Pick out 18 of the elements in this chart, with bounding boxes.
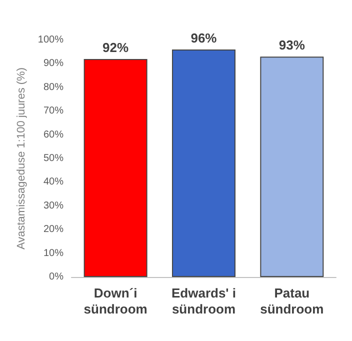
y-tick-label: 10% (43, 248, 64, 259)
y-axis-title: Avastamissageduse 1:100 juures (%) (16, 67, 28, 250)
y-tick-label: 0% (49, 272, 64, 282)
y-tick-label: 90% (43, 58, 64, 70)
x-tick-label: Edwards' i sündroom (171, 286, 236, 316)
y-tick-label: 50% (43, 153, 64, 164)
x-tick-label: Down´i sündroom (84, 286, 148, 316)
y-tick-label: 40% (43, 176, 64, 188)
y-tick-label: 70% (43, 106, 64, 117)
data-label: 96% (190, 30, 218, 46)
y-tick-label: 100% (38, 34, 64, 46)
data-label: 92% (102, 40, 130, 55)
data-label: 93% (278, 38, 306, 53)
y-tick-label: 30% (43, 200, 64, 212)
y-tick-label: 80% (43, 82, 64, 93)
x-tick-label: Patau sündroom (260, 286, 324, 316)
y-tick-label: 60% (43, 129, 64, 140)
y-tick-label: 20% (43, 224, 64, 236)
